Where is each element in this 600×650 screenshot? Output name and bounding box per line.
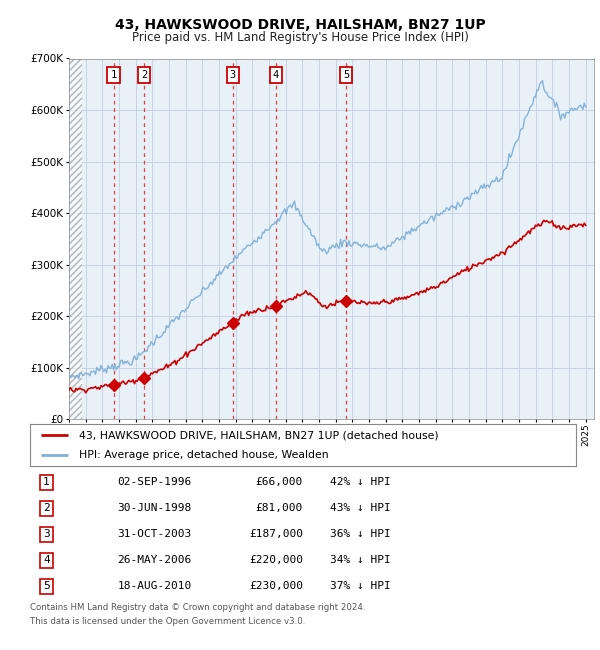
Text: 26-MAY-2006: 26-MAY-2006 [118,555,191,566]
Text: Contains HM Land Registry data © Crown copyright and database right 2024.: Contains HM Land Registry data © Crown c… [30,603,365,612]
Text: 43, HAWKSWOOD DRIVE, HAILSHAM, BN27 1UP (detached house): 43, HAWKSWOOD DRIVE, HAILSHAM, BN27 1UP … [79,430,439,440]
Text: 18-AUG-2010: 18-AUG-2010 [118,581,191,592]
Text: 2: 2 [141,70,147,80]
Text: 37% ↓ HPI: 37% ↓ HPI [331,581,391,592]
Text: £230,000: £230,000 [249,581,303,592]
Text: 4: 4 [272,70,279,80]
Text: £187,000: £187,000 [249,529,303,539]
Text: This data is licensed under the Open Government Licence v3.0.: This data is licensed under the Open Gov… [30,617,305,626]
Text: £81,000: £81,000 [256,503,303,514]
Text: 3: 3 [230,70,236,80]
Text: 34% ↓ HPI: 34% ↓ HPI [331,555,391,566]
Text: £66,000: £66,000 [256,477,303,488]
Text: 36% ↓ HPI: 36% ↓ HPI [331,529,391,539]
Text: 3: 3 [43,529,50,539]
Text: 1: 1 [43,477,50,488]
Text: 31-OCT-2003: 31-OCT-2003 [118,529,191,539]
Bar [69,58,82,419]
Text: 2: 2 [43,503,50,514]
Text: HPI: Average price, detached house, Wealden: HPI: Average price, detached house, Weal… [79,450,329,460]
Text: 5: 5 [43,581,50,592]
Text: 02-SEP-1996: 02-SEP-1996 [118,477,191,488]
Text: 5: 5 [343,70,349,80]
Text: 4: 4 [43,555,50,566]
Text: Price paid vs. HM Land Registry's House Price Index (HPI): Price paid vs. HM Land Registry's House … [131,31,469,44]
Text: 43% ↓ HPI: 43% ↓ HPI [331,503,391,514]
Text: 1: 1 [110,70,116,80]
Text: 42% ↓ HPI: 42% ↓ HPI [331,477,391,488]
Text: £220,000: £220,000 [249,555,303,566]
Text: 43, HAWKSWOOD DRIVE, HAILSHAM, BN27 1UP: 43, HAWKSWOOD DRIVE, HAILSHAM, BN27 1UP [115,18,485,32]
Text: 30-JUN-1998: 30-JUN-1998 [118,503,191,514]
